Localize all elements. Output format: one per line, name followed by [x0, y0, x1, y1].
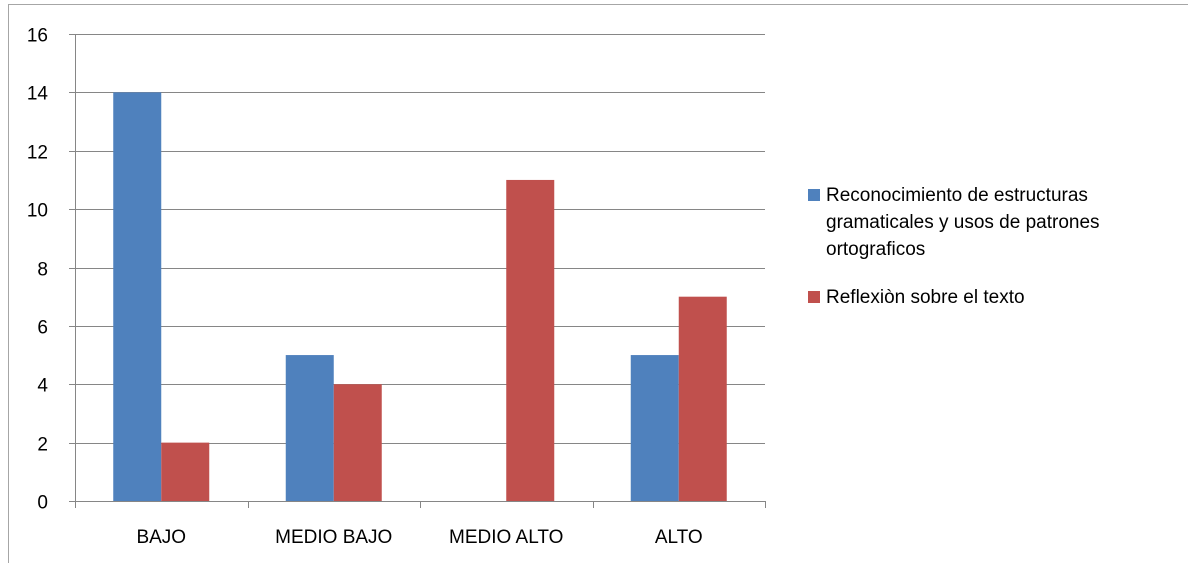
- y-tick-label: 8: [37, 260, 48, 281]
- y-axis-tick-labels: 0 2 4 6 8 10 12 14 16: [27, 26, 49, 514]
- x-tick-label: ALTO: [655, 527, 703, 548]
- legend-line: Reconocimiento de estructuras: [826, 185, 1088, 206]
- y-tick-label: 10: [27, 201, 48, 222]
- legend-swatch: [808, 189, 820, 201]
- y-tick-label: 0: [37, 493, 48, 514]
- bar-reflexion: [161, 442, 210, 501]
- y-tick-label: 14: [27, 84, 49, 105]
- legend-line: gramaticales y usos de patrones: [826, 212, 1100, 233]
- x-axis-tick-labels: BAJO MEDIO BAJO MEDIO ALTO ALTO: [136, 527, 702, 548]
- legend-entry: Reflexiòn sobre el texto: [826, 287, 1025, 308]
- bar-reflexion: [506, 179, 555, 501]
- x-tick-label: BAJO: [136, 527, 186, 548]
- bar-reconocimiento: [285, 355, 334, 501]
- x-tick-label: MEDIO BAJO: [275, 527, 392, 548]
- x-tick-label: MEDIO ALTO: [449, 527, 563, 548]
- bar-reflexion: [678, 296, 727, 501]
- legend-swatch: [808, 291, 820, 303]
- legend: Reconocimiento de estructuras gramaticale…: [808, 185, 1100, 308]
- legend-line: ortograficos: [826, 239, 925, 260]
- bar-reconocimiento: [113, 92, 162, 501]
- y-tick-label: 2: [37, 435, 48, 456]
- y-tick-label: 12: [27, 143, 48, 164]
- legend-line: Reflexiòn sobre el texto: [826, 287, 1025, 308]
- bar-reflexion: [333, 384, 382, 501]
- y-tick-label: 4: [37, 376, 48, 397]
- y-tick-label: 16: [27, 26, 48, 47]
- axes: [69, 34, 766, 508]
- chart-border: [8, 4, 1188, 563]
- y-tick-label: 6: [37, 318, 48, 339]
- legend-entry: Reconocimiento de estructuras gramaticale…: [826, 185, 1100, 260]
- bars: [113, 92, 727, 501]
- bar-reconocimiento: [630, 355, 679, 501]
